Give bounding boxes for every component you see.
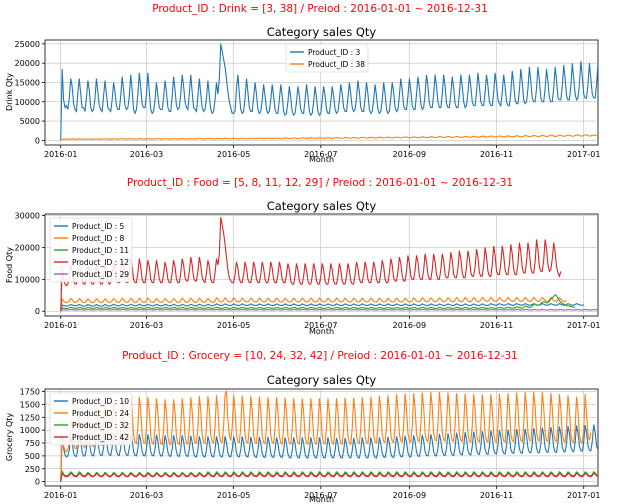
legend: Product_ID : 10 Product_ID : 24 Product_ID… <box>49 392 133 446</box>
y-tick-label: 10000 <box>15 275 40 284</box>
series-line-4 <box>60 217 562 312</box>
x-tick-label: 2016-01 <box>44 150 77 159</box>
y-tick-label: 1750 <box>20 388 40 397</box>
legend-label: Product_ID : 3 <box>308 48 361 57</box>
y-tick-label: 1500 <box>20 400 40 409</box>
y-tick-label: 30000 <box>15 212 40 221</box>
legend-label: Product_ID : 42 <box>72 433 129 442</box>
y-tick-label: 250 <box>25 465 40 474</box>
x-axis-label: Month <box>309 495 334 504</box>
y-tick-label: 10000 <box>15 98 40 107</box>
x-tick-label: 2017-01 <box>567 491 600 500</box>
x-tick-label: 2017-01 <box>567 150 600 159</box>
y-axis-label: Drink Qty <box>5 73 14 111</box>
legend-label: Product_ID : 12 <box>72 258 129 267</box>
y-tick-label: 750 <box>25 439 40 448</box>
x-tick-label: 2016-09 <box>393 321 426 330</box>
legend-label: Product_ID : 8 <box>72 234 125 243</box>
y-tick-label: 1000 <box>20 426 40 435</box>
x-tick-label: 2016-11 <box>480 150 513 159</box>
x-tick-label: 2016-07 <box>304 321 337 330</box>
y-tick-label: 0 <box>35 136 40 145</box>
y-axis-label: Food Qty <box>5 247 14 283</box>
y-tick-label: 500 <box>25 452 40 461</box>
x-tick-label: 2016-07 <box>304 491 337 500</box>
y-tick-label: 25000 <box>15 40 40 49</box>
y-tick-label: 20000 <box>15 59 40 68</box>
x-tick-label: 2016-09 <box>393 491 426 500</box>
legend-label: Product_ID : 10 <box>72 397 129 406</box>
x-tick-label: 2016-05 <box>217 491 250 500</box>
x-tick-label: 2016-01 <box>44 321 77 330</box>
legend-frame <box>285 43 369 73</box>
y-tick-label: 1250 <box>20 413 40 422</box>
x-tick-label: 2016-11 <box>480 321 513 330</box>
series-line-1 <box>60 43 598 141</box>
legend: Product_ID : 3 Product_ID : 38 <box>285 43 369 73</box>
x-tick-label: 2016-07 <box>304 150 337 159</box>
series-line-2 <box>60 389 592 482</box>
y-axis-label: Grocery Qty <box>5 413 14 462</box>
x-tick-label: 2016-03 <box>130 491 163 500</box>
chart-panel-1: Product_ID : Drink = [3, 38] / Preiod : … <box>5 3 600 164</box>
chart-panel-3: Product_ID : Grocery = [10, 24, 32, 42] … <box>5 350 600 504</box>
suptitle: Product_ID : Food = [5, 8, 11, 12, 29] /… <box>127 177 513 189</box>
x-tick-label: 2016-03 <box>130 321 163 330</box>
legend-label: Product_ID : 32 <box>72 421 129 430</box>
x-tick-label: 2016-11 <box>480 491 513 500</box>
chart-title: Category sales Qty <box>267 373 377 387</box>
x-tick-label: 2016-09 <box>393 150 426 159</box>
series-line-1 <box>60 424 598 482</box>
legend-frame <box>49 217 133 283</box>
x-tick-label: 2016-05 <box>217 321 250 330</box>
chart-title: Category sales Qty <box>267 25 377 39</box>
chart-panel-2: Product_ID : Food = [5, 8, 11, 12, 29] /… <box>5 177 600 336</box>
x-axis-label: Month <box>309 155 334 164</box>
suptitle: Product_ID : Grocery = [10, 24, 32, 42] … <box>122 350 518 362</box>
x-tick-label: 2016-01 <box>44 491 77 500</box>
series-line-5 <box>60 308 598 312</box>
series-line-3 <box>60 469 598 482</box>
legend-label: Product_ID : 11 <box>72 246 129 255</box>
legend-label: Product_ID : 29 <box>72 270 129 279</box>
y-tick-label: 15000 <box>15 78 40 87</box>
y-tick-label: 0 <box>35 307 40 316</box>
legend-label: Product_ID : 24 <box>72 409 129 418</box>
series-line-3 <box>60 293 576 312</box>
series-line-1 <box>60 302 584 312</box>
y-tick-label: 20000 <box>15 243 40 252</box>
x-tick-label: 2016-03 <box>130 150 163 159</box>
series-line-4 <box>60 472 598 482</box>
series-line-2 <box>60 134 598 141</box>
legend-frame <box>49 392 133 446</box>
x-tick-label: 2017-01 <box>567 321 600 330</box>
y-tick-label: 5000 <box>20 117 40 126</box>
series-line-2 <box>60 296 567 312</box>
chart-title: Category sales Qty <box>267 199 377 213</box>
legend: Product_ID : 5 Product_ID : 8 Product_ID :… <box>49 217 133 283</box>
suptitle: Product_ID : Drink = [3, 38] / Preiod : … <box>152 3 488 15</box>
y-tick-label: 0 <box>35 478 40 487</box>
x-axis-label: Month <box>309 327 334 336</box>
legend-label: Product_ID : 5 <box>72 222 125 231</box>
x-tick-label: 2016-05 <box>217 150 250 159</box>
legend-label: Product_ID : 38 <box>308 60 365 69</box>
